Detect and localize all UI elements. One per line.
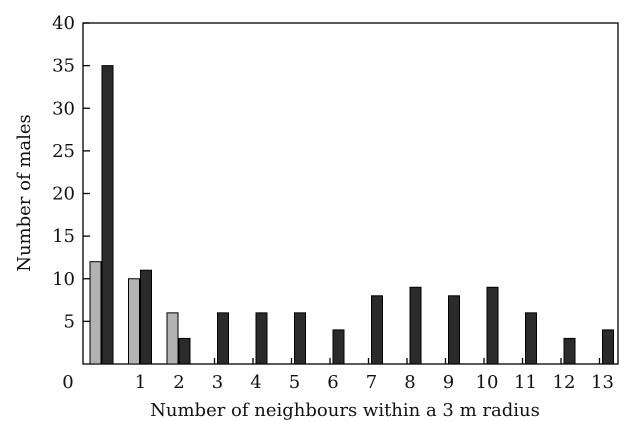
x-tick-label: 7 (366, 372, 377, 393)
y-tick-label: 5 (64, 311, 75, 332)
bar-dark (217, 312, 229, 365)
bar-dark (602, 329, 614, 365)
bar-dark (255, 312, 268, 365)
x-tick-label: 8 (404, 372, 415, 393)
bar-dark (371, 295, 383, 365)
bars (89, 65, 614, 365)
x-tick-label: 1 (135, 372, 146, 393)
y-tick-label: 40 (52, 13, 75, 34)
x-axis: 1 2 3 4 5 6 7 8 9 10 11 12 13 (135, 358, 614, 393)
x-tick-label: 11 (514, 372, 537, 393)
y-tick-label: 10 (52, 269, 75, 290)
x-tick-label: 13 (591, 372, 614, 393)
bar-dark (332, 329, 345, 365)
x-tick-label: 3 (212, 372, 223, 393)
y-tick-label: 25 (52, 141, 75, 162)
bar-dark (448, 295, 460, 365)
x-tick-label: 5 (289, 372, 300, 393)
y-tick-label: 35 (52, 56, 75, 77)
y-tick-label: 15 (52, 226, 75, 247)
plot-frame (82, 22, 619, 365)
bar-gray (128, 278, 140, 365)
bar-dark (486, 286, 499, 365)
bar-dark (525, 312, 537, 365)
y-axis-title: Number of males (14, 114, 35, 272)
x-tick-label: 9 (443, 372, 454, 393)
bar-gray (166, 312, 179, 365)
x-axis-title: Number of neighbours within a 3 m radius (150, 400, 540, 421)
y-axis: 0 5 10 15 20 25 30 35 40 (52, 13, 90, 393)
plot-border (82, 22, 619, 365)
bar-dark (563, 337, 576, 365)
bar-dark (409, 286, 422, 365)
x-tick-label: 4 (250, 372, 261, 393)
x-tick-label: 6 (327, 372, 338, 393)
bar-dark (294, 312, 306, 365)
bar-dark (101, 65, 114, 365)
bar-dark (178, 337, 191, 365)
x-tick-label: 2 (173, 372, 184, 393)
y-tick-label: 20 (52, 184, 75, 205)
bar-dark (140, 269, 152, 365)
bar-gray (89, 261, 102, 365)
x-tick-label: 12 (553, 372, 576, 393)
y-tick-label: 0 (62, 372, 73, 393)
y-tick-label: 30 (52, 98, 75, 119)
x-tick-label: 10 (476, 372, 499, 393)
